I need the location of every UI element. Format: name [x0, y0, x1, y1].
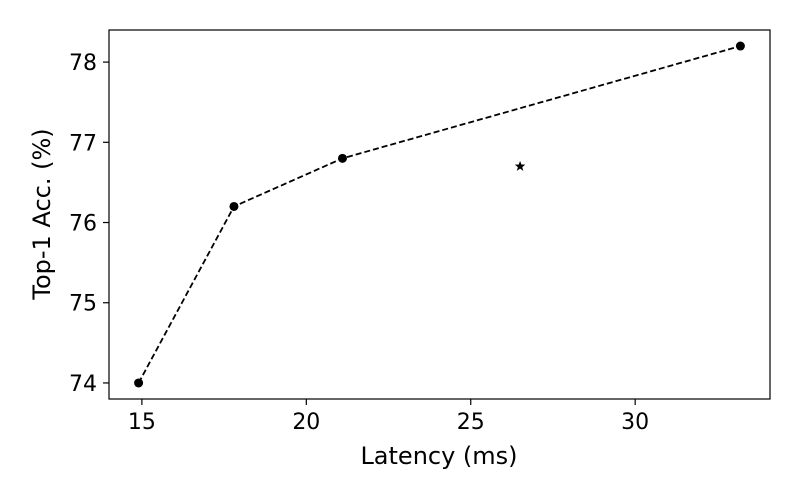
y-tick-label: 76 [69, 212, 97, 237]
plot-area [108, 29, 771, 400]
y-tick-label: 77 [69, 131, 97, 156]
x-tick-label: 20 [292, 410, 320, 435]
y-axis-label: Top-1 Acc. (%) [28, 128, 56, 300]
series-0 [134, 41, 745, 388]
series-1 [514, 160, 526, 171]
y-axis-ticks: 74 75 76 77 78 [69, 51, 109, 397]
data-point-star [514, 160, 526, 171]
plot-frame [108, 29, 771, 400]
x-axis-label: Latency (ms) [360, 442, 517, 470]
data-point [229, 201, 239, 211]
data-point [735, 41, 745, 51]
data-point [134, 378, 144, 388]
data-point [337, 153, 347, 163]
series-layer [134, 41, 745, 388]
x-tick-label: 30 [621, 410, 649, 435]
x-tick-label: 15 [128, 410, 156, 435]
x-tick-label: 25 [457, 410, 485, 435]
x-axis-ticks: 15 20 25 30 [128, 399, 649, 435]
series-line [137, 45, 741, 384]
y-tick-label: 74 [69, 372, 97, 397]
y-tick-label: 75 [69, 292, 97, 317]
y-tick-label: 78 [69, 51, 97, 76]
